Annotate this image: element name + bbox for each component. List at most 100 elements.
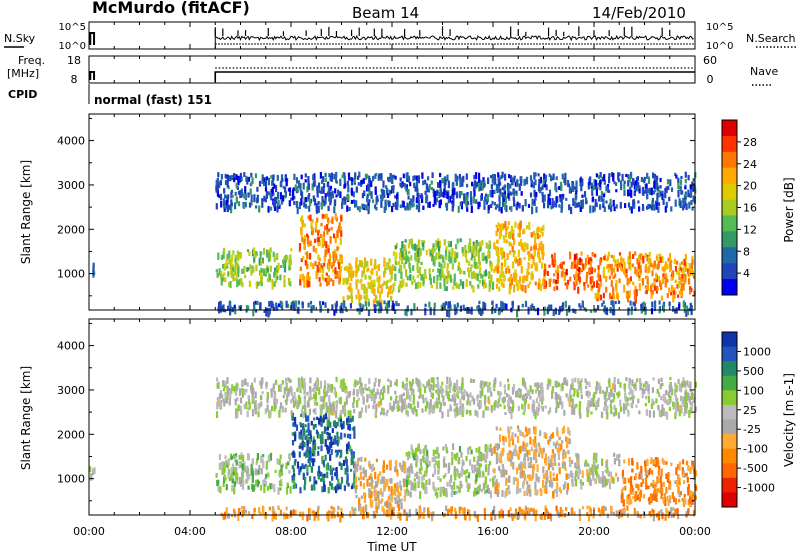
data-cell — [494, 482, 497, 486]
data-cell — [307, 302, 310, 308]
data-cell — [540, 187, 543, 191]
data-cell — [226, 377, 229, 384]
data-cell — [527, 262, 530, 270]
data-cell — [426, 381, 429, 386]
data-cell — [506, 252, 509, 260]
data-cell — [376, 300, 379, 307]
data-cell — [238, 454, 241, 460]
data-cell — [650, 292, 653, 299]
data-cell — [496, 204, 499, 208]
data-cell — [529, 281, 532, 285]
data-cell — [455, 491, 458, 495]
data-cell — [256, 479, 260, 487]
data-cell — [626, 291, 629, 295]
data-cell — [366, 260, 369, 267]
data-cell — [477, 284, 480, 289]
data-cell — [689, 467, 692, 474]
data-cell — [674, 308, 677, 314]
data-cell — [502, 223, 505, 230]
data-cell — [362, 506, 365, 513]
data-cell — [422, 205, 425, 210]
data-cell — [431, 512, 434, 520]
data-cell — [519, 239, 523, 247]
data-cell — [555, 202, 558, 208]
data-cell — [610, 300, 613, 306]
data-cell — [684, 196, 687, 200]
nsky-trace — [89, 26, 695, 48]
data-cell — [413, 303, 416, 312]
data-cell — [279, 454, 282, 460]
data-cell — [273, 183, 276, 189]
data-cell — [261, 200, 264, 208]
data-cell — [315, 429, 318, 434]
data-cell — [308, 280, 311, 288]
data-cell — [319, 267, 322, 271]
data-cell — [533, 189, 536, 197]
data-cell — [564, 377, 567, 385]
data-cell — [270, 390, 273, 398]
data-cell — [335, 422, 338, 427]
data-cell — [392, 202, 395, 207]
data-cell — [435, 197, 438, 202]
data-cell — [559, 507, 562, 513]
data-cell — [427, 188, 431, 193]
data-cell — [373, 398, 376, 405]
data-cell — [380, 188, 383, 193]
data-cell — [334, 236, 337, 244]
data-cell — [233, 270, 236, 276]
data-cell — [428, 184, 431, 190]
data-cell — [470, 199, 473, 206]
data-cell — [591, 270, 594, 274]
data-cell — [408, 473, 411, 478]
data-cell — [232, 471, 235, 476]
data-cell — [394, 266, 397, 272]
data-cell — [574, 201, 577, 209]
data-cell — [374, 480, 378, 489]
data-cell — [353, 477, 356, 484]
data-cell — [420, 193, 423, 199]
data-cell — [224, 455, 227, 460]
data-cell — [441, 411, 444, 419]
data-cell — [284, 175, 287, 180]
data-cell — [311, 219, 314, 223]
data-cell — [345, 265, 348, 272]
data-cell — [586, 468, 589, 476]
data-cell — [344, 182, 347, 188]
data-cell — [495, 224, 498, 228]
data-cell — [578, 508, 581, 516]
data-cell — [406, 305, 409, 312]
data-cell — [347, 193, 350, 201]
data-cell — [464, 307, 467, 311]
data-cell — [364, 383, 367, 391]
data-cell — [351, 177, 354, 182]
data-cell — [333, 199, 336, 207]
data-cell — [289, 190, 292, 196]
data-cell — [564, 481, 567, 489]
data-cell — [330, 262, 333, 269]
data-cell — [322, 188, 325, 194]
data-cell — [387, 495, 390, 502]
data-cell — [632, 395, 635, 399]
data-cell — [436, 448, 439, 455]
data-cell — [222, 467, 225, 474]
data-cell — [534, 452, 537, 459]
data-cell — [404, 256, 408, 263]
data-cell — [515, 279, 518, 287]
data-cell — [376, 491, 379, 499]
data-cell — [403, 383, 407, 391]
data-cell — [661, 255, 664, 263]
data-cell — [611, 295, 614, 300]
data-cell — [621, 491, 624, 500]
data-cell — [313, 417, 316, 421]
data-cell — [390, 486, 393, 494]
data-cell — [544, 285, 547, 289]
data-cell — [587, 182, 590, 190]
data-cell — [372, 284, 375, 293]
data-cell — [581, 178, 584, 187]
data-cell — [501, 252, 504, 260]
data-cell — [300, 174, 303, 180]
data-cell — [371, 500, 374, 508]
data-cell — [390, 477, 393, 484]
data-cell — [333, 206, 336, 214]
data-cell — [535, 473, 538, 482]
